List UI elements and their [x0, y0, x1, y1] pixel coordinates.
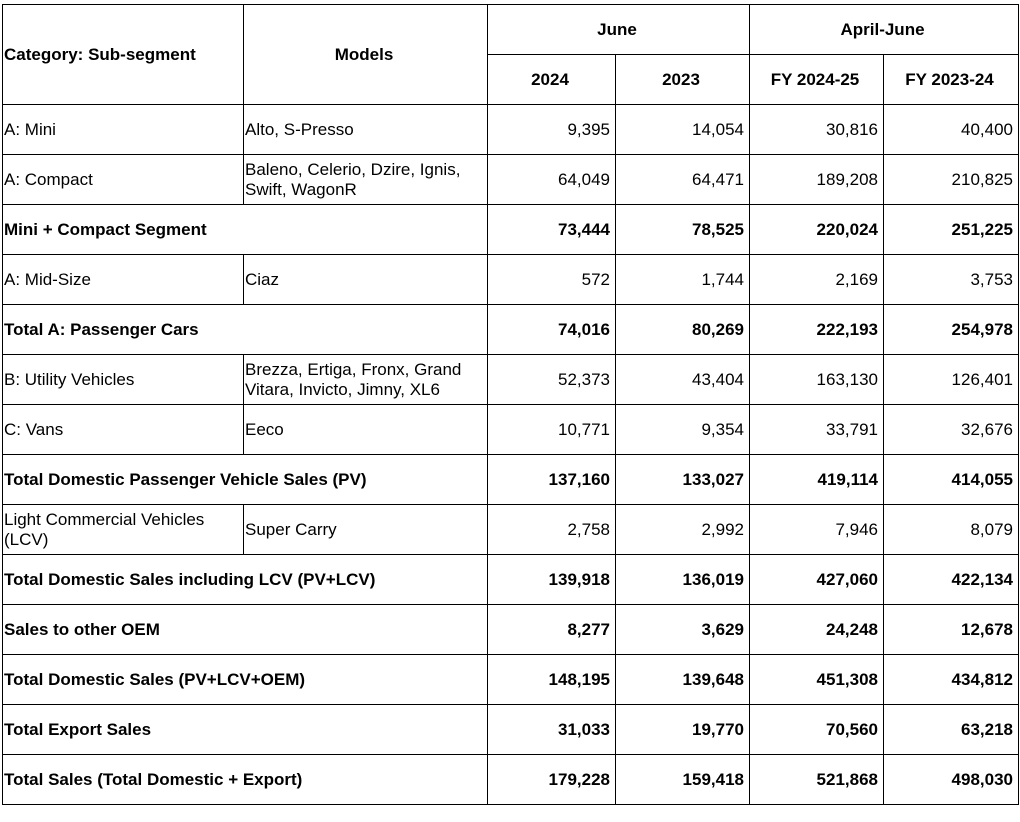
row-category: A: Mini — [2, 104, 244, 155]
cell-fy-2023-24: 8,079 — [883, 504, 1019, 555]
row-category: Mini + Compact Segment — [2, 204, 488, 255]
table-row: A: Compact Baleno, Celerio, Dzire, Ignis… — [2, 154, 1019, 205]
cell-june-2024: 10,771 — [487, 404, 616, 455]
sales-table: Category: Sub-segment Models June April-… — [2, 4, 1019, 805]
header-2023: 2023 — [615, 54, 750, 105]
cell-june-2023: 159,418 — [615, 754, 750, 805]
cell-fy-2024-25: 70,560 — [749, 704, 884, 755]
cell-june-2023: 80,269 — [615, 304, 750, 355]
cell-june-2024: 139,918 — [487, 554, 616, 605]
cell-fy-2023-24: 210,825 — [883, 154, 1019, 205]
cell-june-2023: 14,054 — [615, 104, 750, 155]
cell-fy-2023-24: 414,055 — [883, 454, 1019, 505]
cell-fy-2024-25: 33,791 — [749, 404, 884, 455]
header-2024: 2024 — [487, 54, 616, 105]
cell-june-2024: 137,160 — [487, 454, 616, 505]
table-row: B: Utility Vehicles Brezza, Ertiga, Fron… — [2, 354, 1019, 405]
cell-fy-2024-25: 521,868 — [749, 754, 884, 805]
row-category: A: Compact — [2, 154, 244, 205]
row-models: Eeco — [243, 404, 488, 455]
cell-june-2024: 73,444 — [487, 204, 616, 255]
row-category: Total Export Sales — [2, 704, 488, 755]
row-category: Light Commercial Vehicles (LCV) — [2, 504, 244, 555]
cell-fy-2023-24: 32,676 — [883, 404, 1019, 455]
cell-fy-2023-24: 12,678 — [883, 604, 1019, 655]
cell-june-2024: 31,033 — [487, 704, 616, 755]
cell-fy-2023-24: 3,753 — [883, 254, 1019, 305]
table-row: Total Domestic Sales including LCV (PV+L… — [2, 554, 1019, 605]
cell-june-2023: 78,525 — [615, 204, 750, 255]
table-row: Light Commercial Vehicles (LCV) Super Ca… — [2, 504, 1019, 555]
cell-june-2024: 179,228 — [487, 754, 616, 805]
row-category: Total Domestic Sales including LCV (PV+L… — [2, 554, 488, 605]
cell-fy-2024-25: 24,248 — [749, 604, 884, 655]
header-june: June — [487, 4, 750, 55]
cell-june-2023: 19,770 — [615, 704, 750, 755]
cell-june-2024: 2,758 — [487, 504, 616, 555]
row-category: Total Domestic Sales (PV+LCV+OEM) — [2, 654, 488, 705]
cell-fy-2023-24: 40,400 — [883, 104, 1019, 155]
row-models: Baleno, Celerio, Dzire, Ignis, Swift, Wa… — [243, 154, 488, 205]
cell-june-2023: 9,354 — [615, 404, 750, 455]
cell-june-2023: 136,019 — [615, 554, 750, 605]
row-models: Super Carry — [243, 504, 488, 555]
cell-fy-2024-25: 2,169 — [749, 254, 884, 305]
header-fy-2024-25: FY 2024-25 — [749, 54, 884, 105]
row-category: Sales to other OEM — [2, 604, 488, 655]
header-april-june: April-June — [749, 4, 1019, 55]
table-row: Total Export Sales 31,033 19,770 70,560 … — [2, 704, 1019, 755]
table-row: A: Mini Alto, S-Presso 9,395 14,054 30,8… — [2, 104, 1019, 155]
cell-june-2024: 148,195 — [487, 654, 616, 705]
cell-fy-2024-25: 220,024 — [749, 204, 884, 255]
row-models: Alto, S-Presso — [243, 104, 488, 155]
row-category: Total A: Passenger Cars — [2, 304, 488, 355]
row-category: Total Domestic Passenger Vehicle Sales (… — [2, 454, 488, 505]
table-row: C: Vans Eeco 10,771 9,354 33,791 32,676 — [2, 404, 1019, 455]
cell-fy-2024-25: 451,308 — [749, 654, 884, 705]
table-row: A: Mid-Size Ciaz 572 1,744 2,169 3,753 — [2, 254, 1019, 305]
cell-fy-2024-25: 7,946 — [749, 504, 884, 555]
table-row: Total A: Passenger Cars 74,016 80,269 22… — [2, 304, 1019, 355]
row-category: C: Vans — [2, 404, 244, 455]
table-row: Sales to other OEM 8,277 3,629 24,248 12… — [2, 604, 1019, 655]
cell-fy-2023-24: 254,978 — [883, 304, 1019, 355]
cell-june-2023: 1,744 — [615, 254, 750, 305]
cell-june-2023: 133,027 — [615, 454, 750, 505]
cell-fy-2023-24: 434,812 — [883, 654, 1019, 705]
cell-fy-2024-25: 222,193 — [749, 304, 884, 355]
header-category: Category: Sub-segment — [2, 4, 244, 105]
cell-fy-2024-25: 30,816 — [749, 104, 884, 155]
cell-fy-2023-24: 63,218 — [883, 704, 1019, 755]
table-row: Mini + Compact Segment 73,444 78,525 220… — [2, 204, 1019, 255]
row-category: Total Sales (Total Domestic + Export) — [2, 754, 488, 805]
cell-fy-2023-24: 251,225 — [883, 204, 1019, 255]
row-category: B: Utility Vehicles — [2, 354, 244, 405]
table-row: Total Domestic Passenger Vehicle Sales (… — [2, 454, 1019, 505]
cell-june-2023: 139,648 — [615, 654, 750, 705]
cell-june-2023: 43,404 — [615, 354, 750, 405]
header-models: Models — [243, 4, 488, 105]
header-fy-2023-24: FY 2023-24 — [883, 54, 1019, 105]
row-category: A: Mid-Size — [2, 254, 244, 305]
cell-june-2023: 64,471 — [615, 154, 750, 205]
cell-fy-2024-25: 419,114 — [749, 454, 884, 505]
cell-june-2024: 9,395 — [487, 104, 616, 155]
cell-june-2024: 74,016 — [487, 304, 616, 355]
cell-june-2023: 2,992 — [615, 504, 750, 555]
cell-june-2024: 52,373 — [487, 354, 616, 405]
cell-june-2023: 3,629 — [615, 604, 750, 655]
cell-june-2024: 572 — [487, 254, 616, 305]
cell-fy-2023-24: 126,401 — [883, 354, 1019, 405]
cell-fy-2024-25: 189,208 — [749, 154, 884, 205]
table-row: Total Domestic Sales (PV+LCV+OEM) 148,19… — [2, 654, 1019, 705]
cell-june-2024: 64,049 — [487, 154, 616, 205]
cell-fy-2023-24: 498,030 — [883, 754, 1019, 805]
cell-fy-2024-25: 163,130 — [749, 354, 884, 405]
cell-fy-2023-24: 422,134 — [883, 554, 1019, 605]
row-models: Brezza, Ertiga, Fronx, Grand Vitara, Inv… — [243, 354, 488, 405]
cell-june-2024: 8,277 — [487, 604, 616, 655]
row-models: Ciaz — [243, 254, 488, 305]
table-row: Total Sales (Total Domestic + Export) 17… — [2, 754, 1019, 805]
cell-fy-2024-25: 427,060 — [749, 554, 884, 605]
